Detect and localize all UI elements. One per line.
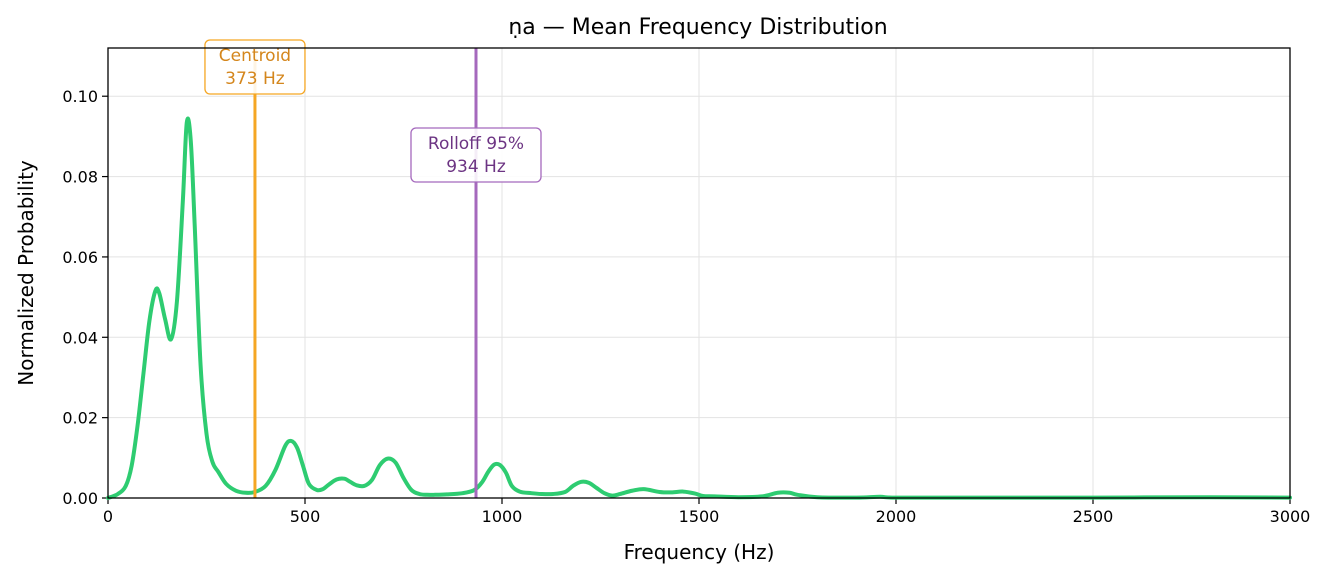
x-tick-label: 2000 <box>876 507 917 526</box>
y-tick-label: 0.04 <box>62 328 98 347</box>
annotation-box-1 <box>410 127 542 183</box>
annotation-label-0: Centroid <box>219 46 291 66</box>
annotations-layer: Centroid 373 Hz Rolloff 95% 934 Hz <box>204 39 542 498</box>
y-tick-label: 0.06 <box>62 248 98 267</box>
x-tick-label: 1500 <box>679 507 720 526</box>
series-layer <box>106 116 1292 500</box>
y-tick-label: 0.02 <box>62 409 98 428</box>
x-tick-label: 2500 <box>1073 507 1114 526</box>
y-axis-label: Normalized Probability <box>14 160 38 386</box>
plot-frame <box>107 47 1291 499</box>
grid <box>107 48 1291 499</box>
x-tick-label: 1000 <box>482 507 523 526</box>
series-line-0 <box>106 116 1292 500</box>
annotation-value-0: 373 Hz <box>225 69 285 89</box>
x-tick-label: 3000 <box>1270 507 1311 526</box>
y-axis-ticks: 0.00 0.02 0.04 0.06 0.08 0.10 <box>62 87 108 508</box>
annotation-label-1: Rolloff 95% <box>428 134 524 154</box>
x-axis-ticks: 0 500 1000 1500 2000 2500 3000 <box>103 498 1310 526</box>
x-axis-label: Frequency (Hz) <box>624 540 775 564</box>
y-tick-label: 0.10 <box>62 87 98 106</box>
annotation-value-1: 934 Hz <box>446 157 506 177</box>
y-tick-label: 0.00 <box>62 489 98 508</box>
chart-title: ṇa — Mean Frequency Distribution <box>508 15 887 40</box>
y-tick-label: 0.08 <box>62 168 98 187</box>
x-tick-label: 500 <box>290 507 321 526</box>
x-tick-label: 0 <box>103 507 113 526</box>
annotation-box-0 <box>204 39 306 95</box>
